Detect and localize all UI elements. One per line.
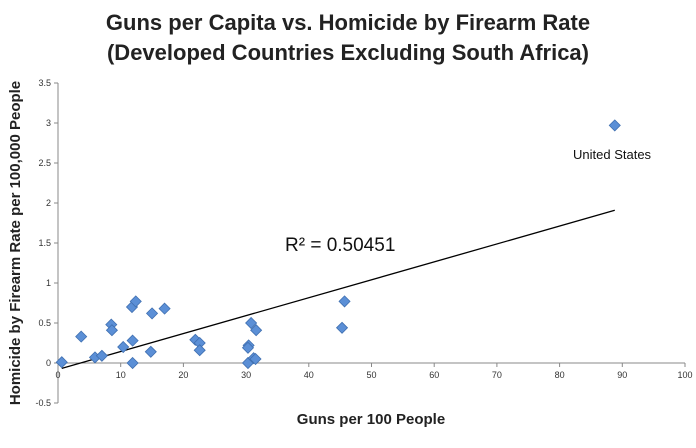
data-point bbox=[249, 352, 262, 366]
united-states-label: United States bbox=[573, 147, 652, 162]
x-tick-label: 80 bbox=[555, 370, 565, 380]
data-point bbox=[145, 307, 159, 320]
chart-title: Guns per Capita vs. Homicide by Firearm … bbox=[105, 10, 591, 35]
data-point bbox=[335, 321, 349, 334]
data-point bbox=[250, 324, 263, 337]
x-tick-label: 50 bbox=[366, 370, 376, 380]
data-point bbox=[55, 356, 68, 369]
y-tick-label: 2 bbox=[46, 198, 51, 208]
chart-subtitle: (Developed Countries Excluding South Afr… bbox=[106, 40, 589, 65]
x-tick-label: 20 bbox=[178, 370, 188, 380]
y-tick-label: 3 bbox=[46, 118, 51, 128]
x-tick-label: 0 bbox=[55, 370, 60, 380]
x-tick-label: 40 bbox=[304, 370, 314, 380]
y-axis-label: Homicide by Firearm Rate per 100,000 Peo… bbox=[7, 81, 24, 405]
data-point bbox=[338, 295, 351, 308]
y-tick-label: 2.5 bbox=[38, 158, 51, 168]
x-tick-label: 30 bbox=[241, 370, 251, 380]
y-tick-label: -0.5 bbox=[35, 398, 51, 408]
y-tick-label: 1 bbox=[46, 278, 51, 288]
trendline bbox=[61, 209, 615, 369]
data-point bbox=[126, 356, 139, 370]
data-point bbox=[95, 349, 108, 362]
data-point bbox=[193, 344, 206, 357]
y-tick-label: 0 bbox=[46, 358, 51, 368]
data-point bbox=[144, 345, 157, 358]
x-tick-label: 60 bbox=[429, 370, 439, 380]
x-tick-label: 100 bbox=[677, 370, 692, 380]
data-point bbox=[105, 324, 118, 337]
x-tick-label: 70 bbox=[492, 370, 502, 380]
x-tick-label: 10 bbox=[116, 370, 126, 380]
x-axis-label: Guns per 100 People bbox=[297, 411, 445, 428]
data-point bbox=[129, 295, 142, 308]
r-squared-label: R² = 0.50451 bbox=[285, 235, 395, 256]
data-point bbox=[126, 334, 139, 347]
y-tick-label: 1.5 bbox=[38, 238, 51, 248]
data-point bbox=[608, 119, 621, 132]
data-point bbox=[241, 341, 255, 354]
data-point bbox=[245, 316, 258, 330]
data-point bbox=[75, 330, 88, 343]
x-tick-label: 90 bbox=[617, 370, 627, 380]
data-point bbox=[158, 302, 171, 315]
y-tick-label: 3.5 bbox=[38, 78, 51, 88]
y-tick-label: 0.5 bbox=[38, 318, 51, 328]
data-point bbox=[117, 340, 130, 354]
